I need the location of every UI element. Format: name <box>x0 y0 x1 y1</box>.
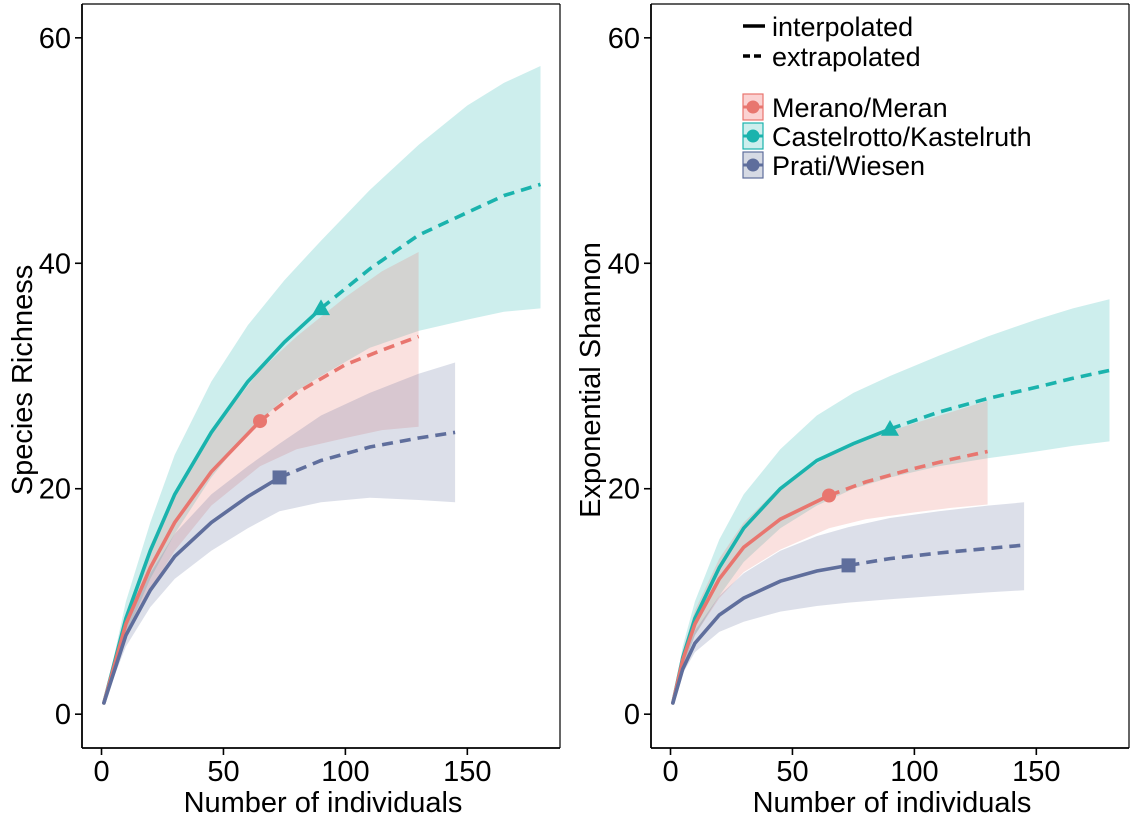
y-tick-label: 60 <box>39 23 71 55</box>
prati-wiesen-interpolated-line <box>102 475 282 705</box>
y-axis-title: Exponential Shannon <box>575 242 607 518</box>
y-tick-label: 20 <box>608 474 640 506</box>
x-tick-label: 0 <box>662 756 678 788</box>
x-axis-title: Number of individuals <box>184 787 463 819</box>
merano-meran-extrapolated-line <box>828 449 988 498</box>
x-tick-label: 100 <box>321 756 369 788</box>
x-tick-label: 50 <box>776 756 808 788</box>
castelrotto-kastelruth-extrapolated-line <box>319 182 542 310</box>
castelrotto-kastelruth-confidence-band <box>103 66 541 703</box>
prati-wiesen-extrapolated-line <box>848 543 1025 568</box>
castelrotto-kastelruth-observed-marker <box>881 419 899 436</box>
x-tick-label: 100 <box>890 756 938 788</box>
merano-meran-interpolated-line <box>102 419 262 705</box>
y-tick-label: 40 <box>608 248 640 280</box>
y-axis-title: Species Richness <box>7 265 39 496</box>
legend-item-interpolated: interpolated <box>743 12 913 42</box>
castelrotto-kastelruth-extrapolated-line <box>889 368 1110 431</box>
legend-label-merano: Merano/Meran <box>772 93 948 123</box>
x-tick-label: 50 <box>207 756 239 788</box>
castelrotto-kastelruth-observed-marker <box>312 299 330 316</box>
legend-merano-circle-marker <box>746 100 760 114</box>
legend-item-castelrotto: Castelrotto/Kastelruth <box>742 122 1032 152</box>
y-tick-label: 60 <box>608 23 640 55</box>
legend-label-castelrotto: Castelrotto/Kastelruth <box>772 122 1032 152</box>
prati-wiesen-interpolated-line <box>671 563 851 705</box>
castelrotto-kastelruth-interpolated-line <box>102 306 323 705</box>
x-tick-label: 150 <box>1012 756 1060 788</box>
prati-wiesen-observed-marker <box>841 558 856 573</box>
y-tick-label: 40 <box>39 248 71 280</box>
x-tick-label: 150 <box>443 756 491 788</box>
prati-wiesen-extrapolated-line <box>278 430 456 480</box>
merano-meran-observed-marker <box>253 414 268 429</box>
legend-item-extrapolated: extrapolated <box>743 42 921 72</box>
y-tick-label: 20 <box>39 474 71 506</box>
legend-castelrotto-marker <box>746 129 760 143</box>
legend-label-extrapolated: extrapolated <box>772 42 921 72</box>
y-tick-label: 0 <box>55 699 71 731</box>
merano-meran-observed-marker <box>822 488 837 503</box>
merano-meran-confidence-band <box>672 400 988 703</box>
legend-item-prati: Prati/Wiesen <box>742 151 925 181</box>
legend-item-merano: Merano/Meran <box>742 93 948 123</box>
legend: interpolated extrapolated Merano/Meran C… <box>742 12 1032 181</box>
x-tick-label: 0 <box>93 756 109 788</box>
castelrotto-kastelruth-confidence-band <box>672 299 1110 703</box>
legend-label-prati: Prati/Wiesen <box>772 151 925 181</box>
y-tick-label: 0 <box>624 699 640 731</box>
x-axis-title: Number of individuals <box>753 787 1032 819</box>
merano-meran-confidence-band <box>103 252 419 703</box>
merano-meran-interpolated-line <box>671 493 831 705</box>
prati-wiesen-observed-marker <box>272 470 287 485</box>
merano-meran-extrapolated-line <box>258 334 420 423</box>
prati-wiesen-confidence-band <box>672 502 1025 703</box>
legend-label-interpolated: interpolated <box>772 12 913 42</box>
legend-prati-marker <box>746 158 760 172</box>
